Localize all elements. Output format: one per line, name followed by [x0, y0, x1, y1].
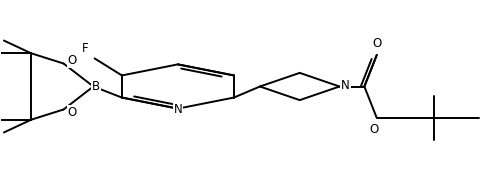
Text: O: O [370, 122, 379, 136]
Text: O: O [372, 37, 382, 51]
Text: F: F [82, 42, 89, 55]
Text: O: O [68, 54, 77, 67]
Text: N: N [341, 79, 350, 92]
Text: O: O [68, 106, 77, 119]
Text: B: B [92, 80, 100, 93]
Text: N: N [174, 103, 182, 116]
